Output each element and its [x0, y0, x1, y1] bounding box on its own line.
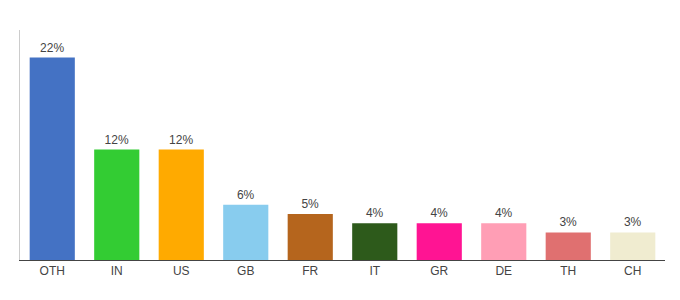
svg-text:12%: 12%	[105, 133, 129, 147]
svg-text:6%: 6%	[237, 188, 255, 202]
svg-text:GR: GR	[430, 264, 448, 278]
svg-text:12%: 12%	[169, 133, 193, 147]
svg-text:4%: 4%	[430, 206, 448, 220]
svg-text:3%: 3%	[624, 215, 642, 229]
svg-text:5%: 5%	[301, 197, 319, 211]
svg-text:4%: 4%	[366, 206, 384, 220]
svg-text:DE: DE	[495, 264, 512, 278]
svg-text:US: US	[173, 264, 190, 278]
svg-text:TH: TH	[560, 264, 576, 278]
svg-text:OTH: OTH	[40, 264, 65, 278]
svg-text:IT: IT	[369, 264, 380, 278]
svg-text:GB: GB	[237, 264, 254, 278]
svg-text:IN: IN	[111, 264, 123, 278]
svg-text:CH: CH	[624, 264, 641, 278]
svg-text:FR: FR	[302, 264, 318, 278]
svg-text:22%: 22%	[40, 41, 64, 55]
svg-text:4%: 4%	[495, 206, 513, 220]
svg-text:3%: 3%	[559, 215, 577, 229]
